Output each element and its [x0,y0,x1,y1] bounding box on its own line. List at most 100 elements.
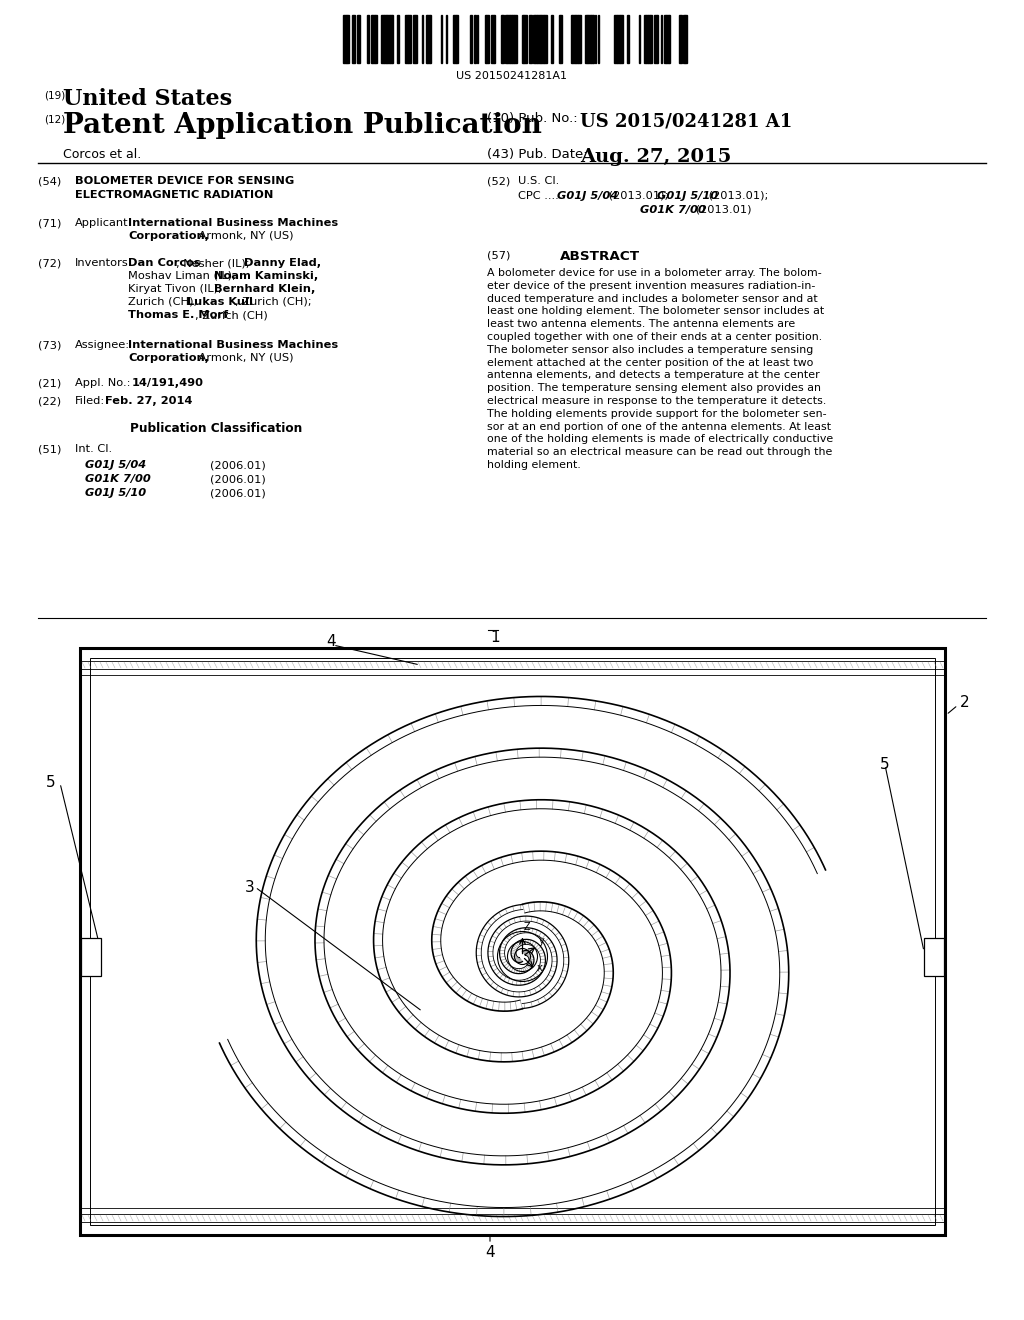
Text: Filed:: Filed: [75,396,105,407]
Text: Danny Elad,: Danny Elad, [244,257,322,268]
Text: G01K 7/00: G01K 7/00 [640,205,706,215]
Bar [654,15,657,63]
Text: The holding elements provide support for the bolometer sen-: The holding elements provide support for… [487,409,826,418]
Bar [381,15,384,63]
Text: 5: 5 [880,756,890,772]
Text: Lukas Kull: Lukas Kull [187,297,253,308]
Text: International Business Machines: International Business Machines [128,218,338,228]
Text: (51): (51) [38,444,61,454]
Bar [614,15,617,63]
Bar [80,648,945,1236]
Text: G01K 7/00: G01K 7/00 [85,474,151,484]
Bar [510,15,512,63]
Bar [535,15,537,63]
Bar [646,15,648,63]
Text: Appl. No.:: Appl. No.: [75,378,130,388]
Bar [544,15,547,63]
Text: material so an electrical measure can be read out through the: material so an electrical measure can be… [487,447,833,457]
Text: Z: Z [523,923,530,932]
Text: Moshav Liman (IL);: Moshav Liman (IL); [128,271,240,281]
Text: ABSTRACT: ABSTRACT [560,249,640,263]
Text: (2006.01): (2006.01) [210,488,266,498]
Text: 4: 4 [326,634,336,649]
Text: (2013.01);: (2013.01); [605,191,669,201]
Text: Armonk, NY (US): Armonk, NY (US) [195,231,294,242]
Bar [541,15,544,63]
Text: position. The temperature sensing element also provides an: position. The temperature sensing elemen… [487,383,821,393]
Text: 14/191,490: 14/191,490 [132,378,204,388]
Bar [591,15,593,63]
Text: (72): (72) [38,257,61,268]
Bar [384,15,386,63]
Text: Armonk, NY (US): Armonk, NY (US) [195,352,294,363]
Text: Int. Cl.: Int. Cl. [75,444,112,454]
Bar [367,15,369,63]
Bar [537,15,540,63]
Bar [81,937,101,975]
Text: G01J 5/10: G01J 5/10 [653,191,718,201]
Text: United States: United States [63,88,232,110]
Text: (43) Pub. Date:: (43) Pub. Date: [487,148,588,161]
Text: y: y [539,936,545,946]
Bar [512,15,514,63]
Bar [507,15,510,63]
Text: (21): (21) [38,378,61,388]
Text: US 2015/0241281 A1: US 2015/0241281 A1 [580,112,793,129]
Text: , Nesher (IL);: , Nesher (IL); [176,257,253,268]
Text: Thomas E. Morf: Thomas E. Morf [128,310,228,319]
Bar [397,15,399,63]
Text: (2006.01): (2006.01) [210,474,266,484]
Text: (22): (22) [38,396,61,407]
Text: duced temperature and includes a bolometer sensor and at: duced temperature and includes a bolomet… [487,293,818,304]
Bar [588,15,591,63]
Text: International Business Machines: International Business Machines [128,341,338,350]
Text: 3: 3 [245,880,255,895]
Text: element attached at the center position of the at least two: element attached at the center position … [487,358,813,367]
Text: Kiryat Tivon (IL);: Kiryat Tivon (IL); [128,284,225,294]
Text: coupled together with one of their ends at a center position.: coupled together with one of their ends … [487,333,822,342]
Bar [456,15,458,63]
Bar [617,15,620,63]
Text: Corporation,: Corporation, [128,231,209,242]
Text: US 20150241281A1: US 20150241281A1 [457,71,567,81]
Text: Applicant:: Applicant: [75,218,132,228]
Bar [470,15,472,63]
Bar [453,15,456,63]
Bar [415,15,417,63]
Text: (2006.01): (2006.01) [210,459,266,470]
Bar [620,15,623,63]
Bar [413,15,415,63]
Text: Aug. 27, 2015: Aug. 27, 2015 [580,148,731,166]
Bar [585,15,587,63]
Bar [90,657,935,1225]
Text: Feb. 27, 2014: Feb. 27, 2014 [105,396,193,407]
Bar [575,15,578,63]
Text: Assignee:: Assignee: [75,341,130,350]
Text: , Zurich (CH): , Zurich (CH) [195,310,267,319]
Bar [679,15,682,63]
Text: (2013.01): (2013.01) [692,205,752,215]
Bar [648,15,650,63]
Text: Corporation,: Corporation, [128,352,209,363]
Bar [505,15,507,63]
Text: Publication Classification: Publication Classification [130,422,302,436]
Text: Noam Kaminski,: Noam Kaminski, [214,271,318,281]
Text: (12): (12) [44,115,66,125]
Bar [650,15,652,63]
Bar [343,15,346,63]
Text: 2: 2 [961,696,970,710]
Bar [560,15,562,63]
Bar [664,15,666,63]
Bar [357,15,360,63]
Text: (2013.01);: (2013.01); [705,191,768,201]
Text: antenna elements, and detects a temperature at the center: antenna elements, and detects a temperat… [487,371,820,380]
Bar [490,15,494,63]
Text: (10) Pub. No.:: (10) Pub. No.: [487,112,578,125]
Text: sor at an end portion of one of the antenna elements. At least: sor at an end portion of one of the ante… [487,421,831,432]
Bar [683,15,685,63]
Bar [347,15,349,63]
Text: Inventors:: Inventors: [75,257,133,268]
Text: , Zurich (CH);: , Zurich (CH); [234,297,311,308]
Bar [372,15,375,63]
Bar [486,15,489,63]
